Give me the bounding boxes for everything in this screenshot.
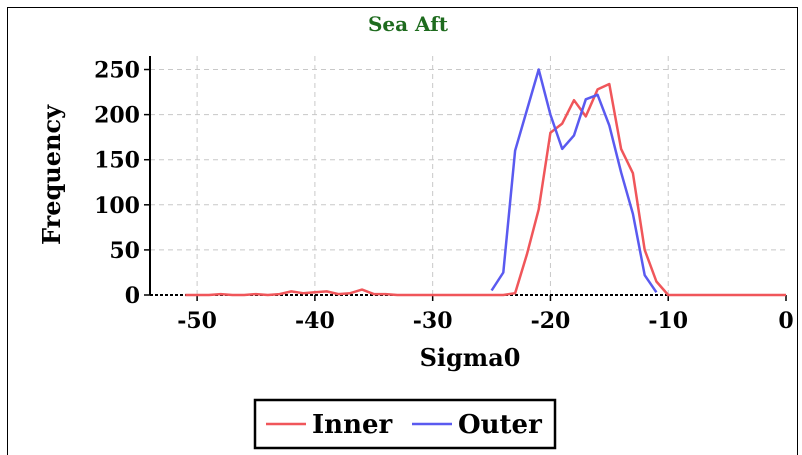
axes bbox=[149, 56, 786, 296]
legend: Inner Outer bbox=[253, 398, 557, 450]
x-tick-label: -10 bbox=[648, 308, 688, 334]
legend-label-outer: Outer bbox=[458, 410, 542, 440]
x-tick-label: -40 bbox=[295, 308, 335, 334]
y-axis-label: Frequency bbox=[37, 104, 66, 245]
x-tick-label: -50 bbox=[177, 308, 217, 334]
x-ticks: -50 -40 -30 -20 -10 0 bbox=[177, 295, 794, 334]
series-line-inner bbox=[185, 82, 786, 297]
y-ticks: 0 50 100 150 200 250 bbox=[94, 58, 150, 309]
y-tick-label: 250 bbox=[94, 58, 140, 84]
y-tick-label: 50 bbox=[109, 238, 140, 264]
x-tick-label: 0 bbox=[778, 308, 793, 334]
chart-frame bbox=[7, 7, 798, 455]
legend-label-inner: Inner bbox=[312, 410, 393, 440]
series-line-outer bbox=[490, 68, 658, 294]
y-tick-label: 200 bbox=[94, 103, 140, 129]
grid bbox=[150, 56, 786, 295]
chart-title: Sea Aft bbox=[368, 12, 449, 36]
y-tick-label: 150 bbox=[94, 148, 140, 174]
y-tick-label: 100 bbox=[94, 193, 140, 219]
x-tick-label: -20 bbox=[531, 308, 571, 334]
x-tick-label: -30 bbox=[413, 308, 453, 334]
x-axis-label: Sigma0 bbox=[420, 343, 521, 372]
series bbox=[185, 68, 786, 297]
y-tick-label: 0 bbox=[125, 283, 140, 309]
